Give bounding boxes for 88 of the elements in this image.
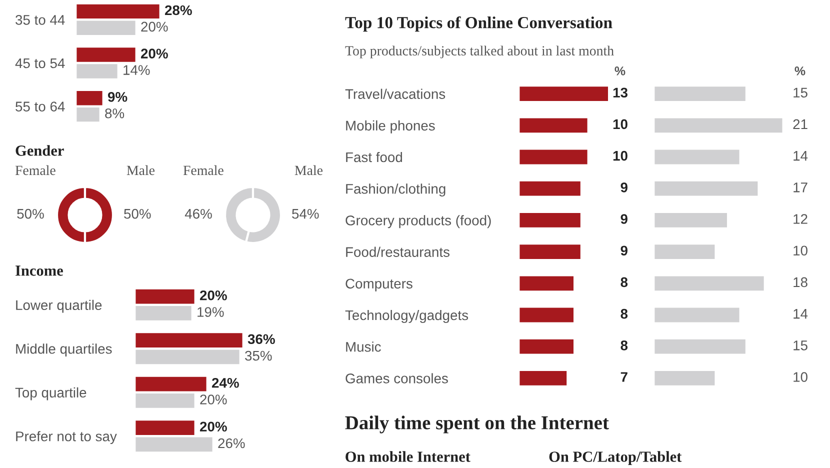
bar <box>654 148 741 166</box>
data-label: 12 <box>794 214 808 224</box>
y-tick-label: Fast food <box>346 152 402 162</box>
bar <box>519 212 582 229</box>
data-label: 15 <box>794 88 808 98</box>
y-tick-label: Games consoles <box>346 373 448 384</box>
data-label: 21 <box>793 119 808 129</box>
data-label: 50% <box>124 208 151 219</box>
data-label: 19% <box>198 307 224 317</box>
data-label: 20% <box>200 422 227 432</box>
data-label: 9 <box>620 214 628 224</box>
y-tick-label: Food/restaurants <box>346 246 450 257</box>
data-label: 24% <box>212 378 239 388</box>
data-label: 46% <box>184 208 212 219</box>
y-tick-label: 35 to 44 <box>16 15 65 25</box>
data-label: 10 <box>613 150 628 161</box>
data-label: 28% <box>164 5 192 16</box>
data-label: 15 <box>794 340 808 350</box>
data-label: 36% <box>248 334 275 344</box>
bar <box>519 116 589 134</box>
data-label: 14 <box>794 309 808 319</box>
text: On mobile Internet <box>346 451 470 462</box>
y-tick-label: Music <box>346 342 381 352</box>
data-label: 10 <box>794 246 808 256</box>
bar <box>654 212 728 229</box>
bar <box>654 116 784 134</box>
bar <box>654 370 716 387</box>
bar <box>654 274 766 292</box>
data-label: 9 <box>620 246 628 256</box>
text: % <box>614 66 626 76</box>
data-label: 20% <box>200 290 227 300</box>
y-tick-label: Mobile phones <box>346 120 435 134</box>
bar <box>519 338 575 356</box>
bar <box>519 85 610 102</box>
y-tick-label: Prefer not to say <box>16 431 117 444</box>
bar <box>654 338 747 356</box>
text: % <box>794 66 806 76</box>
data-label: 8 <box>620 308 628 319</box>
data-label: 20% <box>200 394 227 404</box>
chart-title: Top 10 Topics of Online Conversation <box>345 16 612 32</box>
data-label: 10 <box>794 372 808 382</box>
bar <box>519 370 568 387</box>
data-label: 13 <box>613 88 628 98</box>
data-label: 14% <box>124 65 150 75</box>
data-label: 54% <box>292 208 319 219</box>
y-tick-label: Computers <box>346 278 412 292</box>
data-label: 50% <box>17 208 44 219</box>
chart-title: Gender <box>16 145 64 156</box>
data-label: 7 <box>620 372 628 382</box>
y-tick-label: Travel/vacations <box>345 88 446 99</box>
slice-label: Female <box>183 165 224 176</box>
bar <box>654 243 716 260</box>
chart-subtitle: Top products/subjects talked about in last month <box>345 46 614 58</box>
bar <box>519 243 582 260</box>
slice-label: Female <box>15 165 56 176</box>
bar <box>654 306 741 324</box>
y-tick-label: 45 to 54 <box>15 58 65 68</box>
bar <box>654 85 747 102</box>
bar <box>519 306 575 324</box>
data-label: 20% <box>140 48 168 58</box>
bar <box>519 148 589 166</box>
y-tick-label: Fashion/clothing <box>346 184 446 197</box>
text: On PC/Latop/Tablet <box>549 451 682 465</box>
data-label: 17 <box>794 182 808 192</box>
y-tick-label: Technology/gadgets <box>345 310 468 323</box>
data-label: 10 <box>613 119 628 130</box>
slice-label: Male <box>294 165 323 176</box>
bar <box>519 274 575 292</box>
y-tick-label: Lower quartile <box>16 300 102 313</box>
y-tick-label: Middle quartiles <box>16 344 112 357</box>
y-tick-label: 55 to 64 <box>16 102 65 112</box>
data-label: 26% <box>218 438 245 448</box>
data-label: 18 <box>794 277 808 288</box>
y-tick-label: Grocery products (food) <box>346 215 491 228</box>
bar <box>519 180 582 198</box>
data-label: 35% <box>245 350 272 361</box>
data-label: 8% <box>105 108 124 118</box>
data-label: 14 <box>794 151 808 161</box>
y-tick-label: Top quartile <box>15 387 86 400</box>
bar <box>654 180 760 198</box>
text: Daily time spent on the Internet <box>345 416 609 434</box>
data-label: 20% <box>141 22 168 32</box>
chart-title: Income <box>16 266 63 276</box>
data-label: 9 <box>620 182 628 192</box>
data-label: 8 <box>620 277 628 288</box>
data-label: 9% <box>108 92 128 102</box>
slice-label: Male <box>126 165 155 176</box>
data-label: 8 <box>620 340 628 350</box>
